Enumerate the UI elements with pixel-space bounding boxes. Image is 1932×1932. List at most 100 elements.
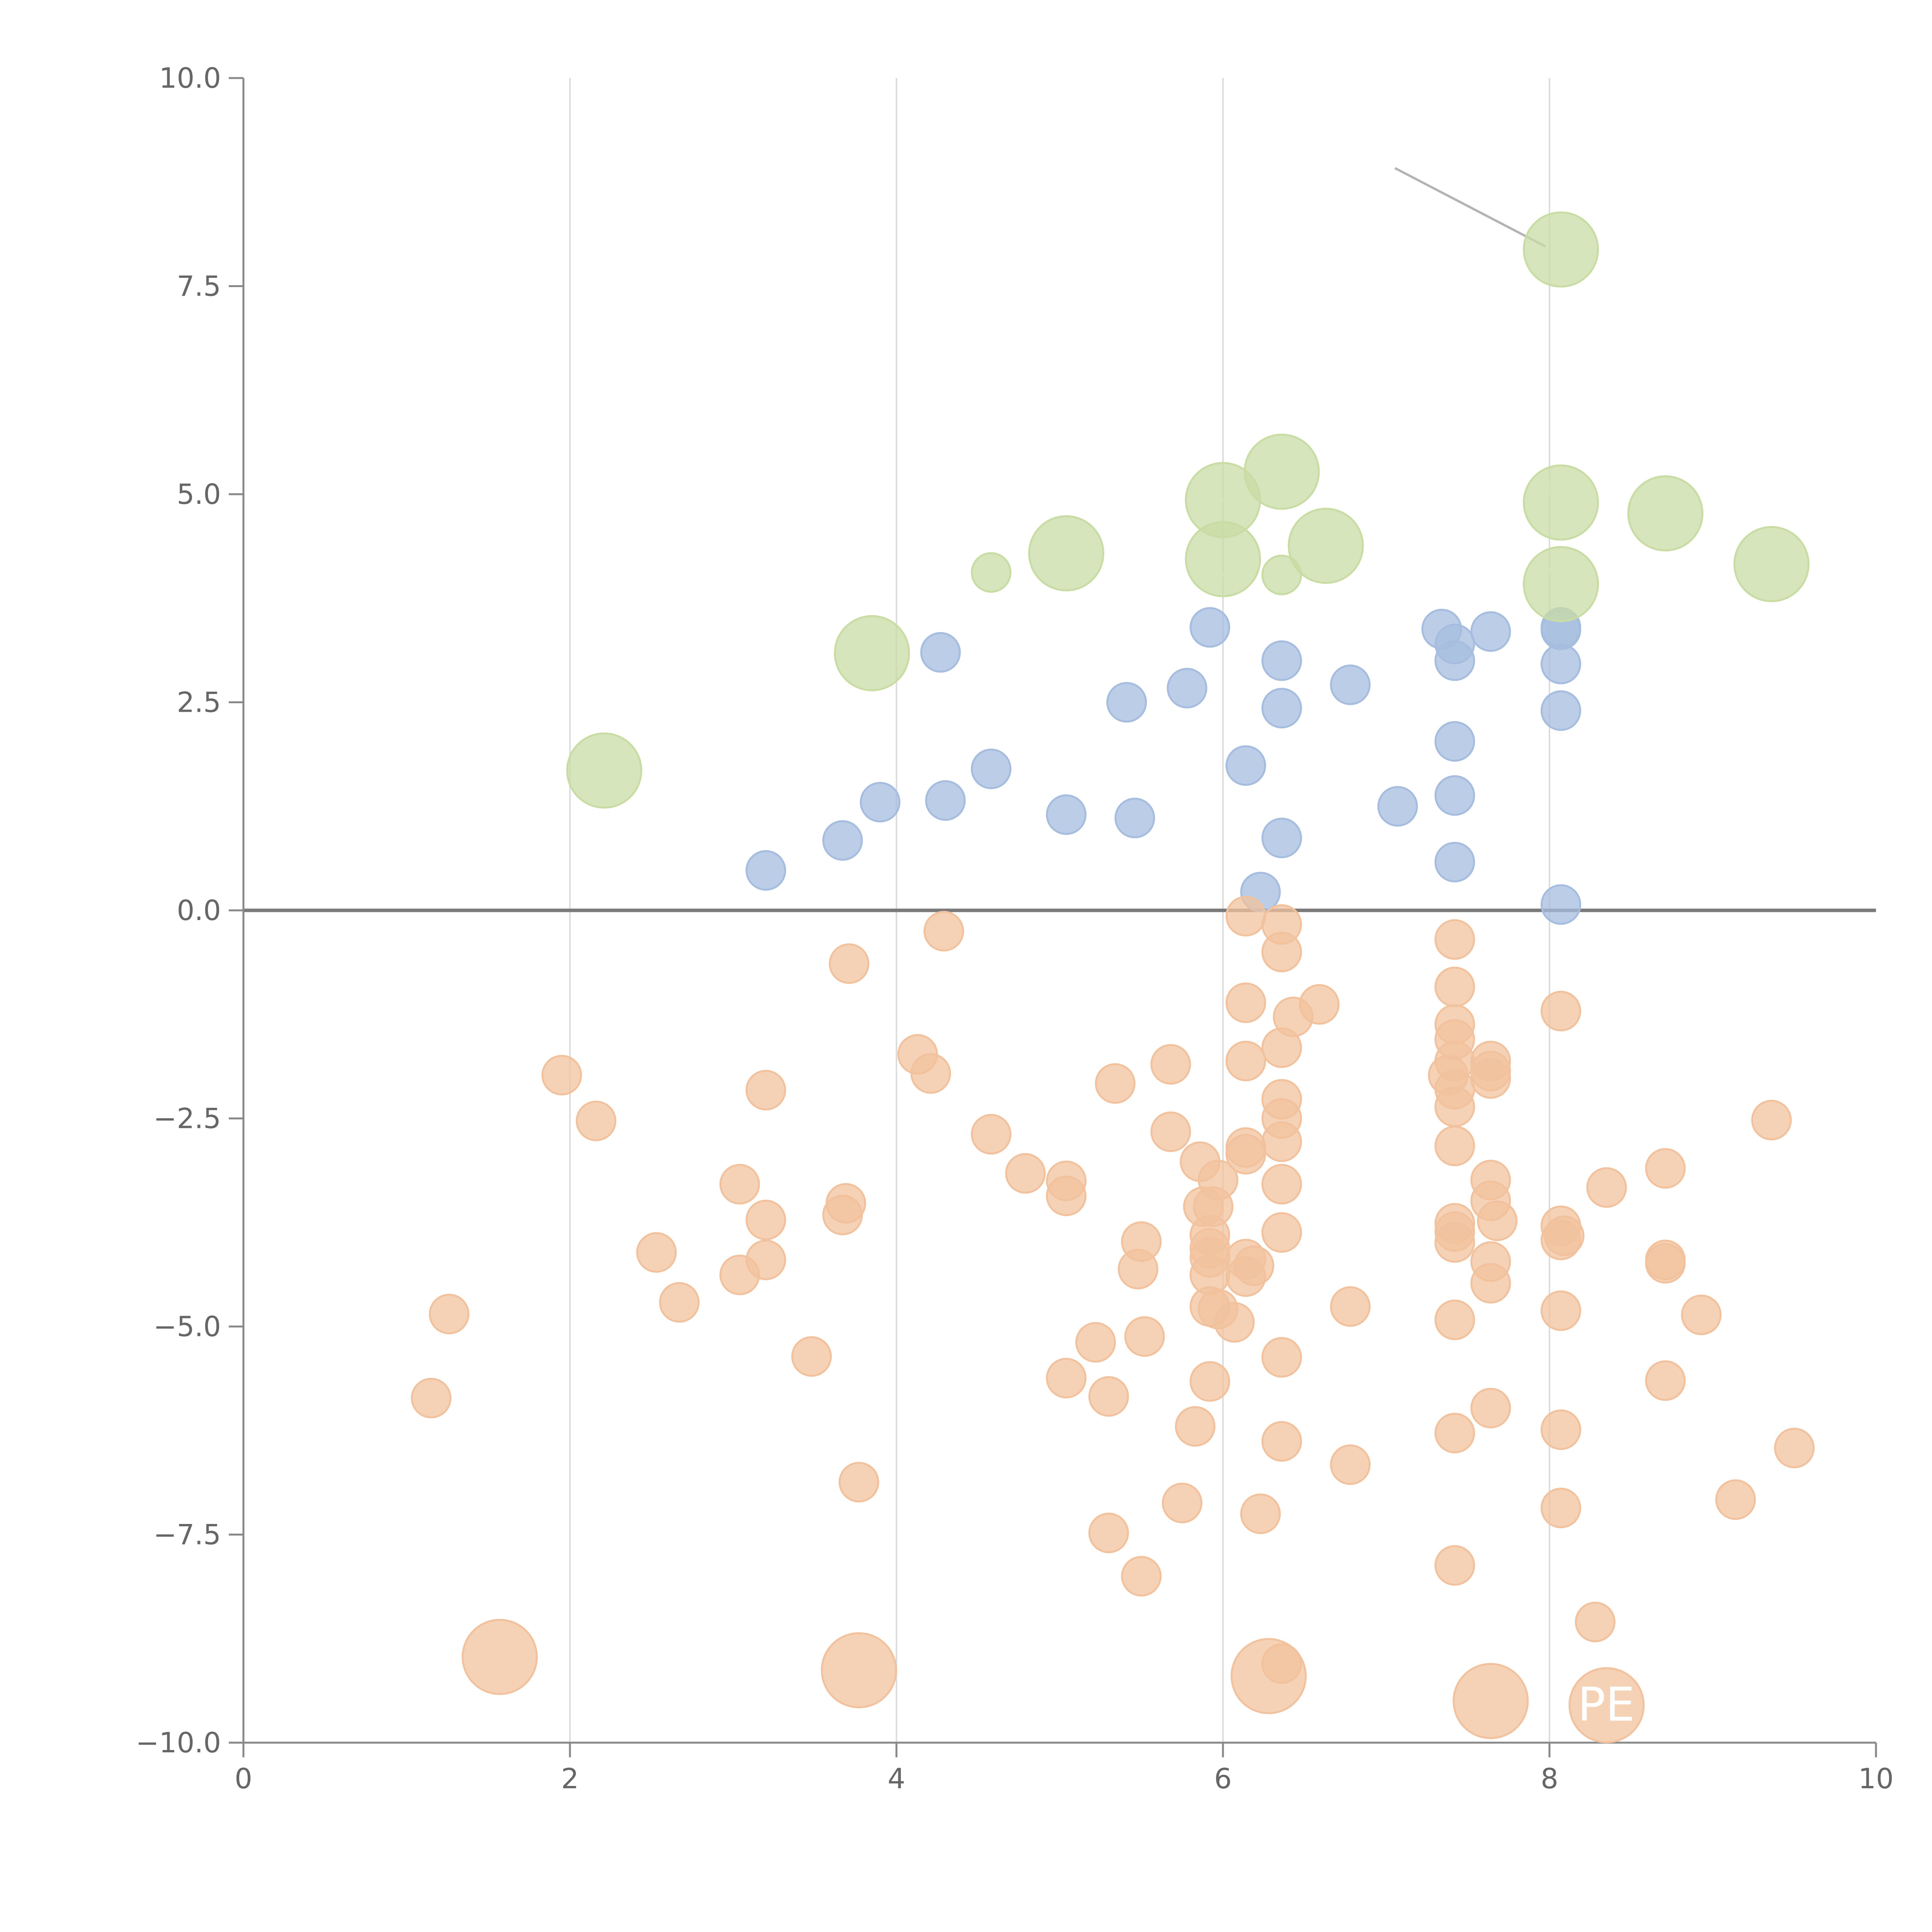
data-point [1225,1134,1266,1175]
data-point [1586,1167,1627,1208]
data-point [1261,932,1302,973]
data-point [1645,1360,1686,1401]
data-point [1470,1388,1511,1429]
data-point [1261,1164,1302,1205]
point-labels: PE [1578,1678,1635,1732]
data-point [745,1240,786,1281]
data-point [1470,611,1511,652]
data-point [1544,1215,1585,1256]
y-tick-label: −7.5 [153,1519,221,1551]
data-point [1225,896,1266,937]
y-tick-label: −2.5 [153,1102,221,1135]
data-point [1434,919,1475,960]
y-tick-label: 2.5 [177,686,221,719]
data-point [791,1336,832,1377]
data-point [1452,1663,1529,1739]
data-point [1575,1602,1616,1643]
data-point [920,632,961,673]
data-point [1046,794,1087,835]
data-point [1470,1263,1511,1304]
data-point [1240,1493,1281,1534]
data-point [1330,664,1371,705]
data-point [971,748,1012,789]
data-point [1434,1413,1475,1454]
data-point [461,1619,538,1695]
data-point [745,850,786,891]
data-point [1434,775,1475,816]
data-point [1261,1337,1302,1378]
data-point [1197,1160,1238,1201]
data-point [1005,1153,1046,1194]
data-point [1434,1126,1475,1167]
data-point [719,1164,760,1205]
data-point [923,911,964,952]
data-point [429,1294,469,1335]
data-point [566,732,643,809]
data-point [1261,1421,1302,1462]
data-point [1715,1479,1756,1520]
data-point [860,782,901,823]
data-point [1189,1361,1230,1402]
data-point [1175,1406,1216,1447]
data-point [1434,721,1475,762]
data-point [1477,1200,1518,1241]
data-point [1299,984,1340,1025]
data-point [1434,1299,1475,1340]
x-tick-label: 8 [1541,1762,1558,1795]
data-point [1434,624,1475,665]
data-point [1681,1294,1722,1335]
y-tick-label: 10.0 [159,62,221,94]
data-point [1541,884,1582,925]
data-point [1088,1512,1129,1553]
data-point [1774,1427,1815,1468]
data-point [1121,1221,1162,1262]
data-point [1189,607,1230,648]
data-point [1261,1121,1302,1162]
data-point [1075,1322,1116,1363]
data-point [745,1070,786,1111]
x-axis-ticks: 0 2 4 6 8 10 [235,1743,1894,1795]
data-point [1541,1488,1582,1529]
data-point [1225,1041,1266,1082]
y-tick-label: 0.0 [177,894,221,927]
data-point [1214,1302,1255,1343]
data-point [1233,1245,1274,1286]
data-point [825,1183,866,1224]
x-tick-label: 2 [561,1762,579,1795]
data-point [1470,1058,1511,1099]
data-point [1124,1316,1165,1357]
data-points [411,211,1815,1743]
data-point [1434,1545,1475,1586]
data-point [1377,786,1418,827]
data-point [1751,1100,1792,1141]
point-annotation: PE [1578,1678,1635,1732]
data-point [910,1053,951,1094]
x-tick-label: 10 [1858,1762,1894,1795]
data-point [1434,1222,1475,1263]
data-point [1114,798,1155,838]
data-point [1645,1148,1686,1189]
data-point [1046,1358,1087,1399]
data-point [1541,991,1582,1032]
x-tick-label: 4 [888,1762,905,1795]
data-point [1434,842,1475,883]
data-point [659,1282,700,1323]
data-point [1121,1556,1162,1597]
data-point [1230,1638,1307,1714]
data-point [1261,554,1302,595]
data-point [1627,475,1704,552]
data-point [834,615,910,691]
data-point [1330,1286,1371,1327]
data-point [1541,643,1582,684]
data-point [1523,546,1599,622]
data-point [1434,1086,1475,1127]
data-point [1243,434,1320,510]
data-point [1150,1044,1191,1085]
leader-line [1394,167,1546,248]
data-point [411,1378,452,1418]
data-point [1225,745,1266,786]
data-point [1523,211,1599,288]
y-tick-label: −10.0 [136,1726,221,1759]
data-point [822,820,863,861]
